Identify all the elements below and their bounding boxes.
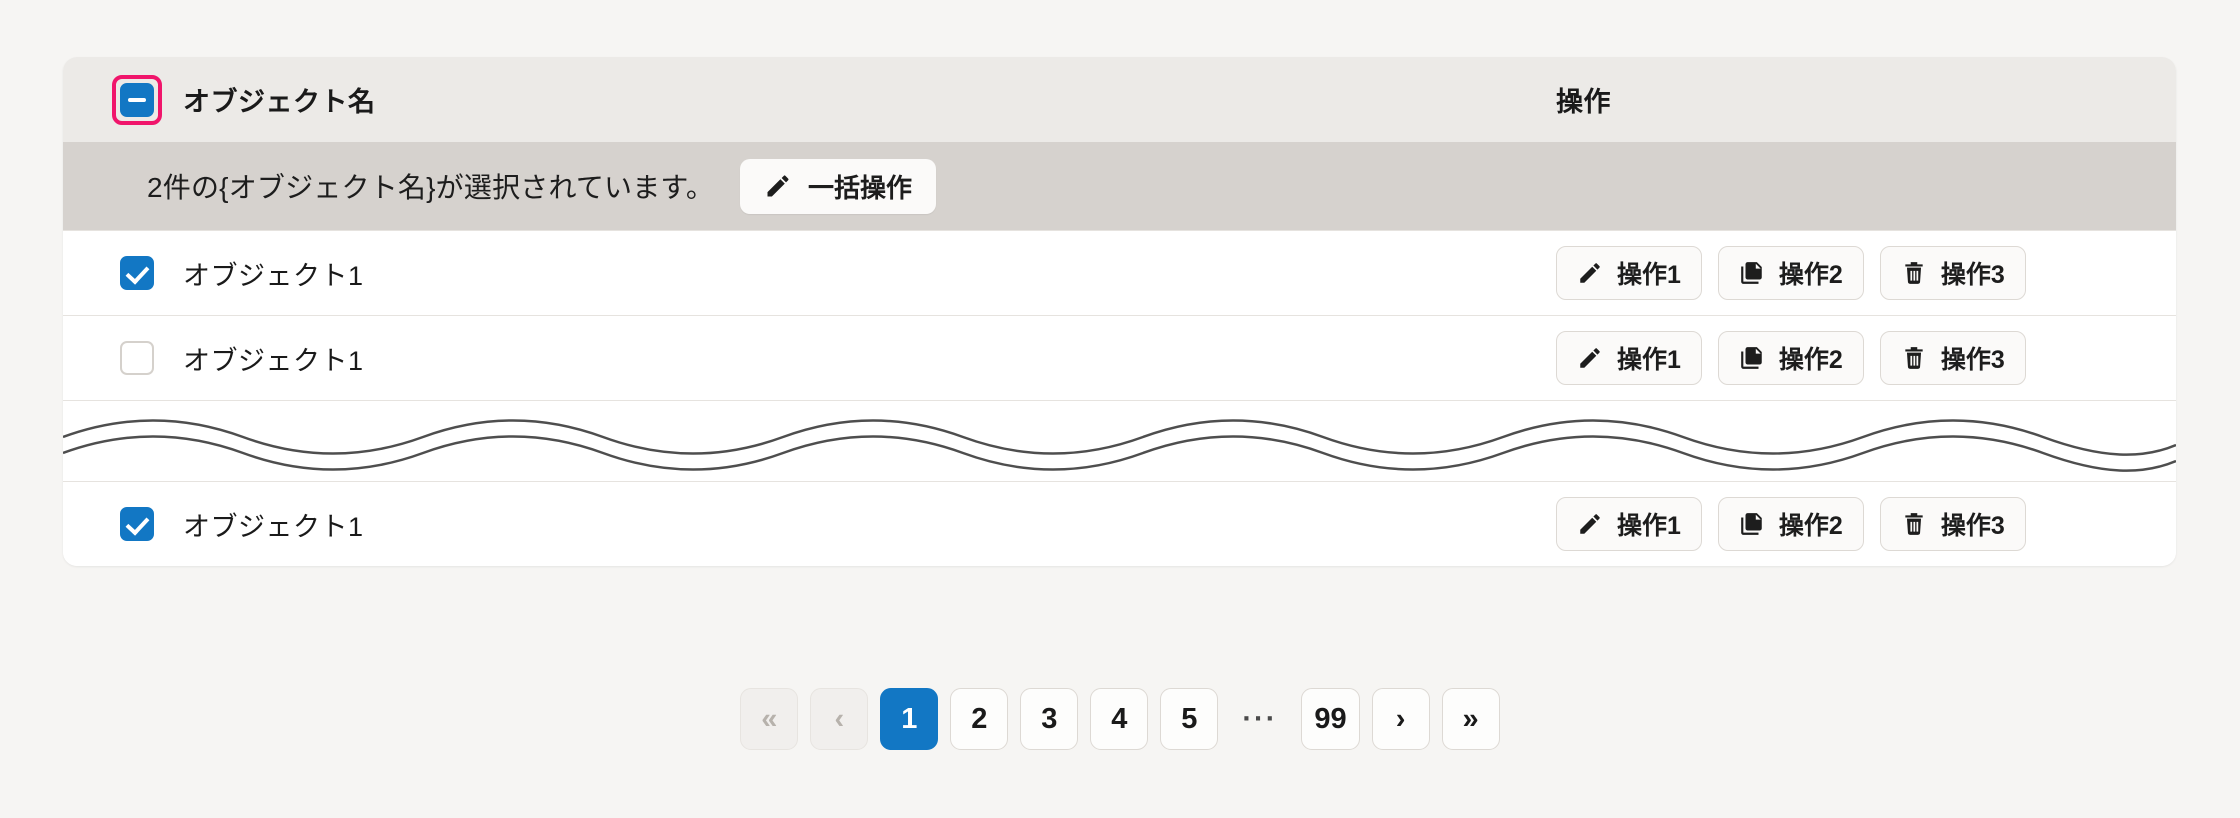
row-action-1-button[interactable]: 操作1	[1556, 246, 1702, 300]
pencil-icon	[1577, 345, 1603, 371]
trash-icon	[1901, 260, 1927, 286]
pagination-page-99[interactable]: 99	[1301, 688, 1360, 750]
row-action-3-button[interactable]: 操作3	[1879, 331, 2026, 385]
column-header-actions: 操作	[1556, 87, 1611, 117]
pencil-icon	[1577, 260, 1603, 286]
pencil-icon	[764, 172, 792, 200]
row-action-3-label: 操作3	[1940, 512, 2005, 540]
pagination-page-2[interactable]: 2	[950, 688, 1009, 750]
bulk-selection-message: 2件の{オブジェクト名}が選択されています。	[147, 172, 715, 203]
row-checkbox[interactable]	[120, 341, 154, 375]
pagination: « ‹ 1 2 3 4 5 ··· 99 › »	[0, 688, 2240, 750]
row-action-group: 操作1 操作2 操作3	[1556, 246, 2176, 300]
trash-icon	[1901, 511, 1927, 537]
table-row[interactable]: オブジェクト1 操作1 操作2	[63, 230, 2176, 315]
row-action-3-button[interactable]: 操作3	[1879, 246, 2026, 300]
copy-icon	[1739, 345, 1765, 371]
row-action-1-button[interactable]: 操作1	[1556, 497, 1702, 551]
row-select-cell	[91, 256, 183, 290]
row-object-name: オブジェクト1	[183, 511, 364, 542]
row-action-3-button[interactable]: 操作3	[1879, 497, 2026, 551]
row-checkbox[interactable]	[120, 256, 154, 290]
object-table-card: オブジェクト名 操作 2件の{オブジェクト名}が選択されています。 一括操作 オ…	[63, 57, 2176, 566]
row-action-2-button[interactable]: 操作2	[1717, 331, 1864, 385]
pagination-first-page[interactable]: «	[740, 688, 799, 750]
row-action-2-button[interactable]: 操作2	[1717, 246, 1864, 300]
row-action-1-label: 操作1	[1617, 261, 1681, 289]
pagination-page-4[interactable]: 4	[1090, 688, 1149, 750]
row-action-group: 操作1 操作2 操作3	[1556, 497, 2176, 551]
table-header-row: オブジェクト名 操作	[63, 57, 2176, 142]
row-action-3-label: 操作3	[1940, 346, 2005, 374]
pagination-previous-page[interactable]: ‹	[810, 688, 869, 750]
row-action-2-button[interactable]: 操作2	[1717, 497, 1864, 551]
column-header-name: オブジェクト名	[183, 87, 376, 117]
row-action-3-label: 操作3	[1940, 261, 2005, 289]
table-row[interactable]: オブジェクト1 操作1 操作2	[63, 481, 2176, 566]
row-object-name: オブジェクト1	[183, 260, 364, 291]
pagination-last-page[interactable]: »	[1441, 688, 1500, 750]
copy-icon	[1739, 260, 1765, 286]
bulk-action-button[interactable]: 一括操作	[740, 158, 937, 214]
bulk-action-button-label: 一括操作	[808, 172, 913, 203]
pagination-ellipsis: ···	[1242, 702, 1278, 735]
row-action-1-button[interactable]: 操作1	[1556, 331, 1702, 385]
row-object-name: オブジェクト1	[183, 345, 364, 376]
row-select-cell	[91, 507, 183, 541]
row-action-2-label: 操作2	[1778, 261, 1843, 289]
select-all-cell	[91, 74, 183, 125]
select-all-focus-ring	[112, 74, 162, 125]
wave-divider	[63, 400, 2176, 481]
copy-icon	[1739, 511, 1765, 537]
row-action-1-label: 操作1	[1617, 512, 1681, 540]
select-all-checkbox[interactable]	[120, 82, 154, 117]
row-action-2-label: 操作2	[1778, 346, 1843, 374]
bulk-action-bar: 2件の{オブジェクト名}が選択されています。 一括操作	[63, 142, 2176, 230]
pagination-page-3[interactable]: 3	[1020, 688, 1079, 750]
pagination-page-1[interactable]: 1	[880, 688, 939, 750]
row-action-group: 操作1 操作2 操作3	[1556, 331, 2176, 385]
row-action-1-label: 操作1	[1617, 346, 1681, 374]
table-row[interactable]: オブジェクト1 操作1 操作2	[63, 315, 2176, 400]
pagination-page-5[interactable]: 5	[1160, 688, 1219, 750]
pencil-icon	[1577, 511, 1603, 537]
row-checkbox[interactable]	[120, 507, 154, 541]
row-action-2-label: 操作2	[1778, 512, 1843, 540]
pagination-next-page[interactable]: ›	[1371, 688, 1430, 750]
row-select-cell	[91, 341, 183, 375]
trash-icon	[1901, 345, 1927, 371]
